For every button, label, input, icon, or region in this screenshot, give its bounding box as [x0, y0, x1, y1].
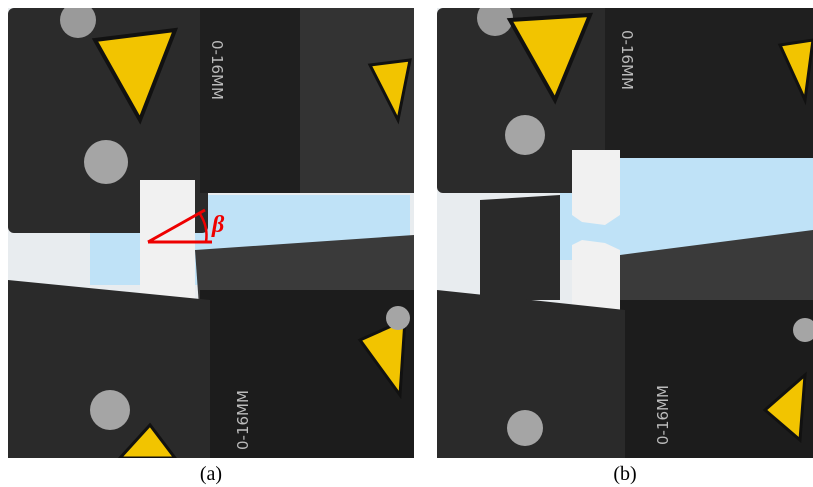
grip-marking: 0-16MM — [208, 40, 226, 100]
bolt — [90, 390, 130, 430]
specimen — [140, 180, 195, 310]
rear-grip — [480, 195, 560, 300]
bolt — [477, 0, 513, 36]
angle-label: β — [211, 212, 225, 238]
panel-label: (b) — [613, 463, 636, 485]
panel-label: (a) — [200, 463, 222, 485]
bolt — [84, 140, 128, 184]
bolt — [60, 2, 96, 38]
specimen-upper — [572, 150, 620, 225]
photo-a: 0-16MM 0-16MM β — [8, 2, 414, 458]
grip-marking: 0-16MM — [654, 385, 672, 445]
lower-grip — [620, 300, 813, 458]
grip-marking: 0-16MM — [234, 390, 252, 450]
grip-marking: 0-16MM — [618, 30, 636, 90]
bolt — [386, 306, 410, 330]
lower-grip — [200, 290, 414, 458]
bolt — [505, 115, 545, 155]
photo-b: 0-16MM 0-16MM — [437, 0, 813, 458]
figure: 0-16MM 0-16MM β 0-16MM 0-16MM (a) (b) — [0, 0, 813, 487]
lower-plate — [8, 280, 210, 458]
bolt — [507, 410, 543, 446]
